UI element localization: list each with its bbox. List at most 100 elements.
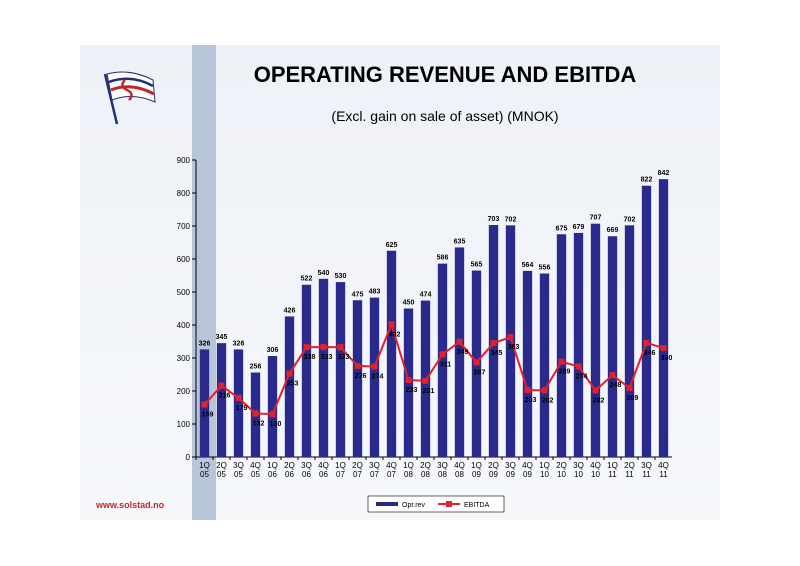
x-tick-label: 2Q bbox=[216, 461, 227, 470]
x-tick-label: 1Q bbox=[607, 461, 618, 470]
ebitda-point bbox=[541, 387, 548, 394]
x-tick-label: 10 bbox=[574, 470, 583, 479]
ebitda-point bbox=[660, 345, 667, 352]
x-tick-label: 10 bbox=[557, 470, 566, 479]
bar bbox=[590, 223, 601, 457]
ebitda-data-label: 132 bbox=[253, 420, 265, 427]
ebitda-data-label: 363 bbox=[508, 344, 520, 351]
x-tick-label: 06 bbox=[319, 470, 328, 479]
ebitda-point bbox=[320, 344, 327, 351]
bar-data-label: 669 bbox=[607, 227, 619, 234]
ebitda-data-label: 159 bbox=[202, 412, 214, 419]
bar bbox=[522, 270, 533, 457]
x-tick-label: 06 bbox=[268, 470, 277, 479]
ebitda-point bbox=[524, 387, 531, 394]
bar bbox=[624, 225, 635, 457]
y-tick-label: 600 bbox=[177, 255, 191, 264]
x-tick-label: 1Q bbox=[199, 461, 210, 470]
x-tick-label: 4Q bbox=[250, 461, 261, 470]
bar-data-label: 556 bbox=[539, 265, 551, 272]
bar-data-label: 586 bbox=[437, 255, 449, 262]
ebitda-point bbox=[337, 344, 344, 351]
bar bbox=[267, 356, 278, 457]
x-tick-label: 2Q bbox=[284, 461, 295, 470]
x-tick-label: 1Q bbox=[335, 461, 346, 470]
bar-data-label: 474 bbox=[420, 292, 432, 299]
x-tick-label: 3Q bbox=[301, 461, 312, 470]
x-tick-label: 11 bbox=[642, 470, 651, 479]
x-tick-label: 2Q bbox=[488, 461, 499, 470]
x-tick-label: 3Q bbox=[641, 461, 652, 470]
legend-box bbox=[367, 495, 505, 513]
ebitda-point bbox=[507, 334, 514, 341]
y-tick-label: 300 bbox=[177, 354, 191, 363]
x-tick-label: 07 bbox=[387, 470, 396, 479]
x-tick-label: 4Q bbox=[386, 461, 397, 470]
ebitda-data-label: 274 bbox=[576, 374, 588, 381]
website-link[interactable]: www.solstad.no bbox=[96, 500, 165, 510]
bar-data-label: 475 bbox=[352, 291, 364, 298]
x-tick-label: 05 bbox=[200, 470, 209, 479]
y-tick-label: 700 bbox=[177, 222, 191, 231]
bar-data-label: 306 bbox=[267, 347, 279, 354]
legend-line-marker bbox=[446, 501, 452, 507]
bar-data-label: 822 bbox=[641, 177, 653, 184]
x-tick-label: 4Q bbox=[590, 461, 601, 470]
bar-data-label: 540 bbox=[318, 270, 330, 277]
x-tick-label: 08 bbox=[438, 470, 447, 479]
x-tick-label: 08 bbox=[421, 470, 430, 479]
ebitda-data-label: 346 bbox=[644, 350, 656, 357]
legend-line-label: EBITDA bbox=[464, 502, 490, 509]
x-tick-label: 07 bbox=[353, 470, 362, 479]
ebitda-data-label: 333 bbox=[321, 354, 333, 361]
ebitda-point bbox=[643, 339, 650, 346]
ebitda-data-label: 402 bbox=[389, 331, 401, 338]
x-tick-label: 3Q bbox=[437, 461, 448, 470]
x-tick-label: 05 bbox=[234, 470, 243, 479]
bar-data-label: 702 bbox=[624, 216, 636, 223]
bar bbox=[284, 316, 295, 457]
ebitda-point bbox=[422, 377, 429, 384]
ebitda-data-label: 338 bbox=[304, 354, 316, 361]
ebitda-data-label: 276 bbox=[355, 373, 367, 380]
x-tick-label: 2Q bbox=[624, 461, 635, 470]
page-title: OPERATING REVENUE AND EBITDA bbox=[253, 62, 637, 87]
bar-data-label: 679 bbox=[573, 224, 585, 231]
x-tick-label: 1Q bbox=[539, 461, 550, 470]
ebitda-data-label: 130 bbox=[270, 421, 282, 428]
ebitda-data-label: 349 bbox=[457, 349, 469, 356]
x-tick-label: 10 bbox=[591, 470, 600, 479]
bar-data-label: 842 bbox=[658, 170, 670, 177]
ebitda-point bbox=[490, 340, 497, 347]
ebitda-data-label: 209 bbox=[627, 395, 639, 402]
ebitda-point bbox=[269, 411, 276, 418]
bar bbox=[505, 225, 516, 457]
bar bbox=[335, 282, 346, 457]
x-tick-label: 08 bbox=[404, 470, 413, 479]
ebitda-point bbox=[609, 372, 616, 379]
x-tick-label: 06 bbox=[285, 470, 294, 479]
x-tick-label: 09 bbox=[523, 470, 532, 479]
y-tick-label: 0 bbox=[186, 453, 191, 462]
x-tick-label: 4Q bbox=[522, 461, 533, 470]
x-tick-label: 09 bbox=[472, 470, 481, 479]
ebitda-point bbox=[371, 363, 378, 370]
ebitda-point bbox=[286, 370, 293, 377]
ebitda-point bbox=[252, 410, 259, 417]
ebitda-data-label: 248 bbox=[610, 382, 622, 389]
bar bbox=[454, 247, 465, 457]
y-tick-label: 200 bbox=[177, 387, 191, 396]
ebitda-point bbox=[473, 359, 480, 366]
x-tick-label: 3Q bbox=[573, 461, 584, 470]
bar-data-label: 707 bbox=[590, 215, 602, 222]
bar bbox=[539, 273, 550, 457]
bar bbox=[641, 185, 652, 458]
ebitda-data-label: 179 bbox=[236, 405, 248, 412]
ebitda-data-label: 216 bbox=[219, 393, 231, 400]
bar bbox=[437, 263, 448, 457]
bar bbox=[352, 300, 363, 457]
x-tick-label: 06 bbox=[302, 470, 311, 479]
bar-data-label: 450 bbox=[403, 300, 415, 307]
bar-data-label: 522 bbox=[301, 276, 313, 283]
